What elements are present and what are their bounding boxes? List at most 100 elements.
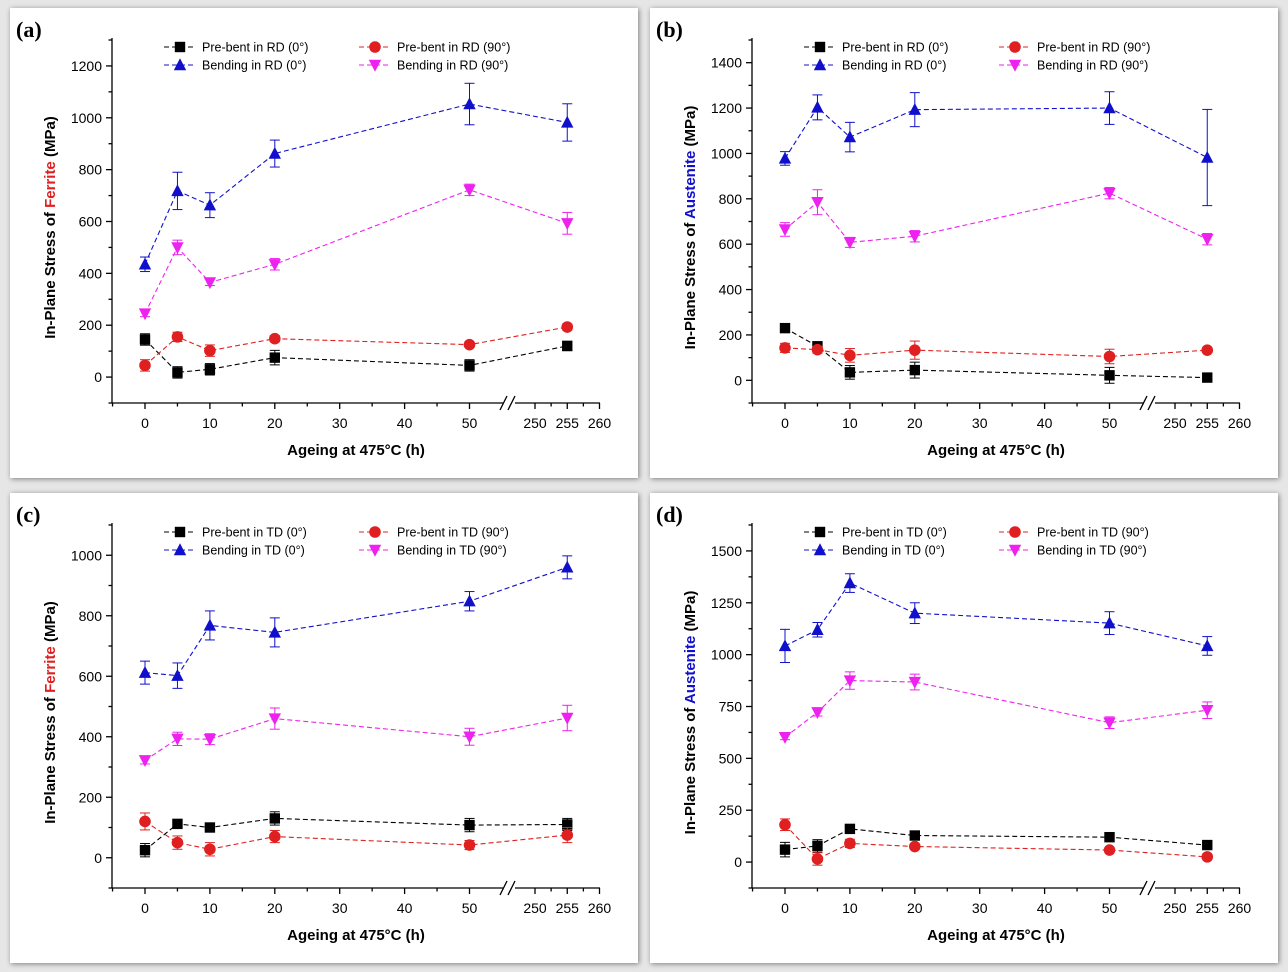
data-point <box>778 731 792 744</box>
data-point <box>171 331 184 343</box>
y-tick-label: 200 <box>79 317 103 333</box>
y-tick-label: 1200 <box>71 58 102 74</box>
data-point <box>1201 344 1214 356</box>
y-axis-title-suffix: (MPa) <box>682 106 699 151</box>
axis-break-mark <box>1139 395 1148 411</box>
data-point <box>909 830 920 841</box>
legend-item: Pre-bent in RD (0°) <box>804 41 948 55</box>
y-tick-label: 400 <box>79 729 103 745</box>
legend-marker <box>1009 41 1021 53</box>
axis-break-mark <box>1147 395 1156 411</box>
legend-marker <box>1008 544 1022 557</box>
data-point <box>139 334 151 345</box>
y-tick-label: 1400 <box>711 55 742 71</box>
x-axis-title: Ageing at 475°C (h) <box>927 442 1065 459</box>
x-tick-label: 20 <box>907 900 923 916</box>
series-line <box>144 820 568 850</box>
data-point <box>172 818 183 830</box>
legend-label: Pre-bent in TD (90°) <box>1037 526 1149 540</box>
panel-letter: (d) <box>656 502 683 527</box>
data-point <box>561 829 574 841</box>
legend-marker <box>813 543 827 556</box>
data-point <box>562 340 573 352</box>
x-tick-label: 40 <box>1037 415 1053 431</box>
x-tick-label: 50 <box>1102 415 1118 431</box>
legend-label: Pre-bent in TD (0°) <box>842 526 947 540</box>
chart-panel-c: (c) 0 200 400 600 800 1000 0 10 20 30 40 50 250 255 260… <box>10 493 638 963</box>
data-point <box>1103 717 1116 730</box>
data-point <box>779 818 791 831</box>
chart-panel-d: (d) 0 250 500 750 1000 1250 1500 0 10 20 30 40 50 250 2… <box>650 493 1278 963</box>
series-line <box>144 326 568 366</box>
data-point <box>779 844 791 855</box>
legend-marker <box>1008 59 1022 72</box>
series-3 <box>138 183 574 321</box>
data-point <box>171 242 184 255</box>
series-line <box>144 339 568 373</box>
data-point <box>171 184 184 197</box>
y-tick-label: 800 <box>719 191 743 207</box>
data-point <box>204 843 216 856</box>
data-point <box>1201 705 1214 717</box>
series-line <box>784 824 1208 860</box>
x-tick-label: 50 <box>462 415 478 431</box>
data-point <box>811 343 824 356</box>
x-tick-label: 10 <box>202 900 218 916</box>
series-line <box>784 582 1208 647</box>
series-2 <box>778 91 1214 207</box>
axis-break-mark <box>507 395 516 411</box>
data-point <box>778 224 792 237</box>
legend-label: Pre-bent in RD (90°) <box>397 41 510 55</box>
y-axis-title: In-Plane Stress of Austenite (MPa) <box>682 591 699 835</box>
y-tick-label: 750 <box>719 699 743 715</box>
series-3 <box>138 704 574 768</box>
data-point <box>1104 370 1115 381</box>
data-point <box>269 830 281 843</box>
axis-break-mark <box>1147 880 1156 896</box>
legend-item: Pre-bent in TD (90°) <box>999 526 1149 540</box>
x-tick-label: 20 <box>267 900 283 916</box>
series-line <box>784 828 1208 851</box>
data-point <box>908 606 921 619</box>
data-point <box>463 839 476 851</box>
series-1 <box>139 321 574 372</box>
data-point <box>778 151 792 164</box>
legend-marker <box>813 58 827 71</box>
data-point <box>908 102 921 115</box>
y-axis-title: In-Plane Stress of Ferrite (MPa) <box>42 601 59 824</box>
data-point <box>172 367 183 378</box>
data-point <box>1104 831 1115 843</box>
legend-marker <box>814 41 826 53</box>
legend-item: Pre-bent in RD (90°) <box>999 41 1150 55</box>
data-point <box>561 115 574 128</box>
series-2 <box>778 573 1214 664</box>
x-tick-label: 50 <box>462 900 478 916</box>
data-point <box>204 344 216 357</box>
x-tick-label: 250 <box>1163 415 1187 431</box>
data-point <box>811 853 824 865</box>
x-tick-label: 255 <box>1196 415 1220 431</box>
x-tick-label: 0 <box>141 415 149 431</box>
data-point <box>138 755 152 768</box>
x-axis-title: Ageing at 475°C (h) <box>927 927 1065 944</box>
legend-label: Bending in RD (0°) <box>202 59 306 73</box>
legend-item: Pre-bent in TD (0°) <box>804 526 947 540</box>
data-point <box>843 576 857 589</box>
y-tick-label: 1000 <box>711 145 742 161</box>
axes <box>106 523 601 896</box>
y-axis-title-suffix: (MPa) <box>42 601 59 646</box>
y-tick-label: 1000 <box>71 547 102 563</box>
data-point <box>463 97 476 110</box>
data-point <box>1202 372 1213 383</box>
data-point <box>1103 101 1116 114</box>
data-point <box>269 352 280 363</box>
series-3 <box>778 671 1214 744</box>
x-tick-label: 30 <box>972 900 988 916</box>
series-line <box>144 817 568 851</box>
data-point <box>171 733 184 746</box>
series-2 <box>138 555 574 689</box>
axis-break-mark <box>1139 880 1148 896</box>
x-tick-label: 50 <box>1102 900 1118 916</box>
y-tick-label: 400 <box>719 282 743 298</box>
data-point <box>203 198 217 211</box>
